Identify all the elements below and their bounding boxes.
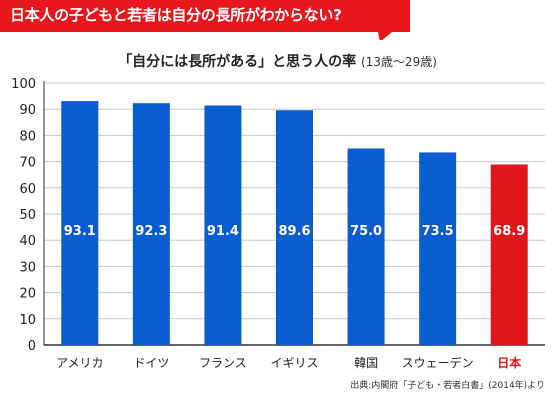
bar bbox=[132, 103, 170, 345]
y-tick-label: 20 bbox=[19, 287, 36, 302]
bar-value-label: 92.3 bbox=[135, 224, 167, 239]
x-tick-label: スウェーデン bbox=[402, 355, 474, 370]
chart-title: 「自分には長所がある」と思う人の率 bbox=[118, 54, 357, 70]
x-tick-label: 韓国 bbox=[354, 356, 378, 370]
chart-title-row: 「自分には長所がある」と思う人の率 (13歳〜29歳) bbox=[0, 51, 555, 71]
y-tick-label: 40 bbox=[19, 234, 36, 249]
y-tick-label: 0 bbox=[28, 339, 36, 354]
bar-value-label: 93.1 bbox=[64, 224, 96, 239]
bar bbox=[347, 148, 385, 345]
x-tick-label: 日本 bbox=[497, 355, 521, 370]
banner-shape bbox=[0, 0, 410, 40]
x-tick-label: イギリス bbox=[270, 356, 318, 370]
y-tick-label: 100 bbox=[11, 77, 36, 92]
chart-subtitle: (13歳〜29歳) bbox=[360, 55, 437, 69]
x-tick-label: フランス bbox=[199, 356, 247, 370]
bar-value-label: 89.6 bbox=[278, 224, 310, 239]
y-tick-label: 90 bbox=[19, 103, 36, 118]
x-tick-label: アメリカ bbox=[56, 356, 103, 370]
bar-value-label: 73.5 bbox=[422, 224, 454, 239]
y-tick-label: 60 bbox=[19, 182, 36, 197]
x-tick-label: ドイツ bbox=[133, 356, 169, 370]
y-tick-label: 30 bbox=[19, 260, 36, 275]
bar bbox=[204, 105, 242, 345]
bar bbox=[276, 110, 313, 345]
headline-text: 日本人の子どもと若者は自分の長所がわからない? bbox=[10, 6, 342, 24]
bar bbox=[419, 152, 457, 345]
y-tick-label: 10 bbox=[19, 313, 36, 328]
y-tick-label: 50 bbox=[19, 208, 36, 223]
bar-value-label: 91.4 bbox=[207, 224, 239, 239]
bar-value-label: 75.0 bbox=[350, 224, 382, 239]
source-note: 出典:内閣府「子ども・若者白書」(2014年)より bbox=[350, 381, 545, 391]
bar-value-label: 68.9 bbox=[493, 224, 525, 239]
bar bbox=[61, 101, 99, 345]
y-tick-label: 70 bbox=[19, 156, 36, 171]
y-tick-label: 80 bbox=[19, 129, 36, 144]
headline-banner bbox=[0, 0, 410, 40]
bar bbox=[490, 164, 528, 345]
